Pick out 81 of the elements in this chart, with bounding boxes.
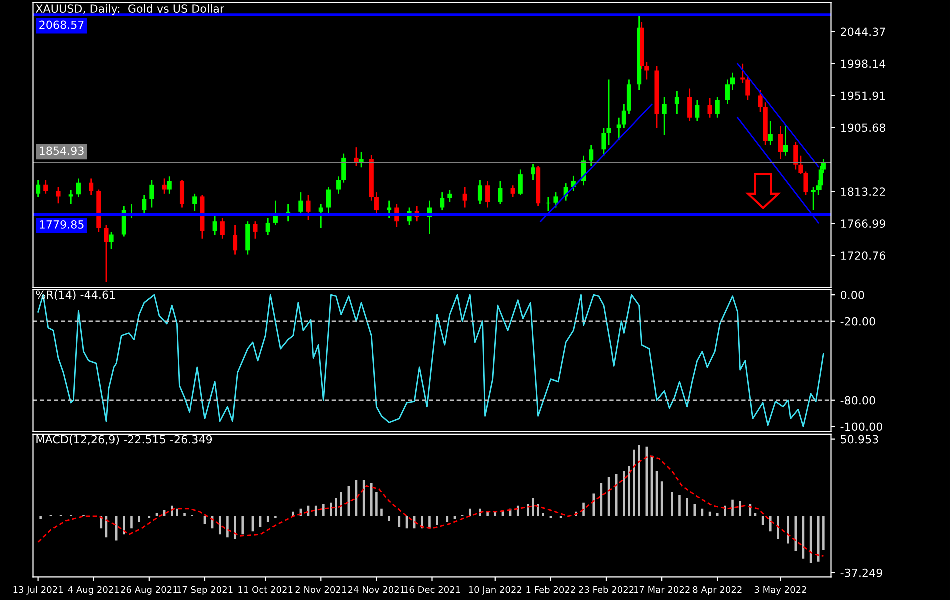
bar <box>633 450 636 516</box>
bar <box>527 504 530 516</box>
x-tick-label: 10 Jan 2022 <box>469 586 522 595</box>
x-tick-label: 4 Aug 2021 <box>68 586 120 595</box>
x-tick-label: 2 Nov 2021 <box>296 586 346 594</box>
bar <box>638 445 640 516</box>
y-tick-label: 1720.76 <box>842 252 886 260</box>
y-tick-label: 2044.37 <box>841 28 886 36</box>
x-tick-label: 8 Apr 2022 <box>693 586 742 595</box>
bar <box>436 516 438 526</box>
bar <box>330 502 332 516</box>
bar <box>322 504 325 516</box>
y-tick-label: 1951.91 <box>842 92 886 100</box>
bar <box>468 508 472 516</box>
bar <box>494 512 497 516</box>
bar <box>817 516 820 562</box>
chart-title: XAUUSD, Daily: Gold vs US Dollar <box>36 4 225 16</box>
y-tick-label: 0.00 <box>841 291 864 300</box>
x-tick-label: 11 Oct 2021 <box>238 586 293 594</box>
y-tick-label: 50.953 <box>841 435 878 444</box>
y-tick-label: -100.00 <box>840 422 882 432</box>
bar <box>787 516 790 544</box>
bar <box>138 516 140 523</box>
bar <box>123 516 126 535</box>
y-tick-label: -80.00 <box>840 396 876 405</box>
bar <box>370 483 373 516</box>
bar <box>242 516 244 535</box>
y-tick-label: -37.249 <box>840 568 882 578</box>
bar <box>694 504 696 516</box>
bar <box>537 504 540 516</box>
ref-line-label: 2068.57 <box>40 20 84 30</box>
bar <box>335 498 338 516</box>
bar <box>388 516 390 522</box>
bar <box>184 513 186 516</box>
x-tick-label: 26 Aug 2021 <box>121 586 178 595</box>
x-tick-label: 16 Dec 2021 <box>404 586 460 594</box>
bar <box>380 508 383 516</box>
bar <box>176 508 178 516</box>
bar <box>623 471 626 516</box>
bar <box>130 516 133 529</box>
chart-title: MACD(12,26,9) -22.515 -26.349 <box>36 435 212 446</box>
bar <box>218 516 222 535</box>
x-tick-label: 17 Sep 2021 <box>177 586 233 595</box>
x-tick-label: 3 May 2022 <box>754 586 806 595</box>
bar <box>226 516 229 538</box>
y-tick-label: 1813.22 <box>842 188 886 196</box>
x-tick-label: 24 Nov 2021 <box>348 586 405 594</box>
x-tick-label: 17 Mar 2022 <box>634 586 690 594</box>
x-tick-label: 1 Feb 2022 <box>526 586 576 594</box>
bar <box>428 516 431 529</box>
ref-line-label: 1779.85 <box>40 220 84 229</box>
line-series <box>38 455 824 557</box>
bar <box>628 466 630 516</box>
y-tick-label: 1905.68 <box>842 124 886 132</box>
bar <box>340 492 342 516</box>
y-tick-label: 1998.14 <box>842 60 886 68</box>
y-tick-label: 1766.99 <box>842 220 886 228</box>
bar <box>739 501 742 516</box>
bar <box>234 516 236 540</box>
bar <box>582 502 585 516</box>
bar <box>732 500 734 516</box>
bar <box>486 512 489 516</box>
bar <box>777 516 780 540</box>
x-tick-label: 23 Feb 2022 <box>579 586 634 594</box>
bar <box>822 516 825 551</box>
candlestick <box>606 79 612 146</box>
bar <box>532 498 534 516</box>
x-tick-label: 13 Jul 2021 <box>14 586 64 595</box>
bar <box>724 506 726 516</box>
bar <box>542 513 544 516</box>
chart-title: %R(14) -44.61 <box>36 290 116 300</box>
bar <box>678 495 681 516</box>
bar <box>376 492 378 516</box>
bar <box>686 498 688 516</box>
bar <box>671 492 674 516</box>
y-tick-label: -20.00 <box>840 317 876 326</box>
ref-line-label: 1854.93 <box>40 146 84 156</box>
bar <box>770 516 772 532</box>
bar <box>40 516 42 520</box>
bar <box>592 494 596 516</box>
candlestick <box>554 192 558 208</box>
